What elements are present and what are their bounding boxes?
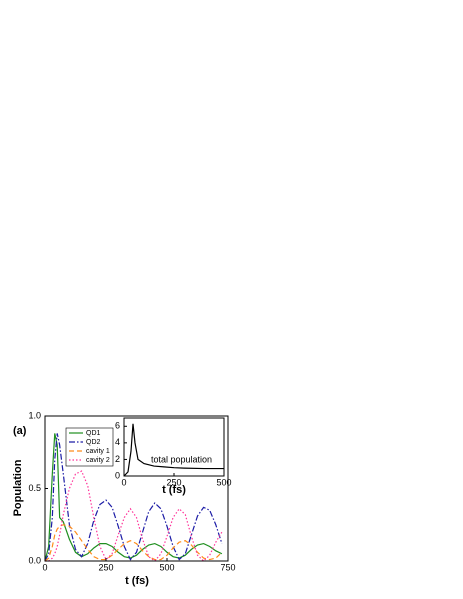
x-tick-label: 500 [159,562,174,572]
y-tick-label: 0.0 [28,555,41,565]
y-tick-label: 4 [115,437,120,447]
y-tick-label: 1.0 [28,410,41,420]
x-tick-label: 250 [98,562,113,572]
y-tick-label: 6 [115,421,120,431]
x-tick-label: 0 [42,562,47,572]
series-line [44,433,223,562]
x-tick-label: 750 [220,562,235,572]
legend-label: cavity 1 [86,448,110,455]
x-tick-label: 500 [216,477,231,487]
legend-label: cavity 2 [86,457,110,464]
x-axis-label: t (fs) [162,484,186,496]
y-tick-label: 0.5 [28,483,41,493]
x-tick-label: 250 [166,477,181,487]
y-tick-label: 2 [115,454,120,464]
annotation: total population [151,454,212,464]
y-tick-label: 0 [115,470,120,480]
series-line [44,433,223,562]
legend-label: QD1 [86,430,101,437]
x-axis-label: t (fs) [125,575,149,587]
y-axis-label: Population [12,459,24,516]
inset-background [124,418,224,476]
series-line [45,470,223,562]
legend-label: QD2 [86,439,101,446]
annotation: (a) [13,425,27,437]
x-tick-label: 0 [121,477,126,487]
series-line [123,423,224,477]
